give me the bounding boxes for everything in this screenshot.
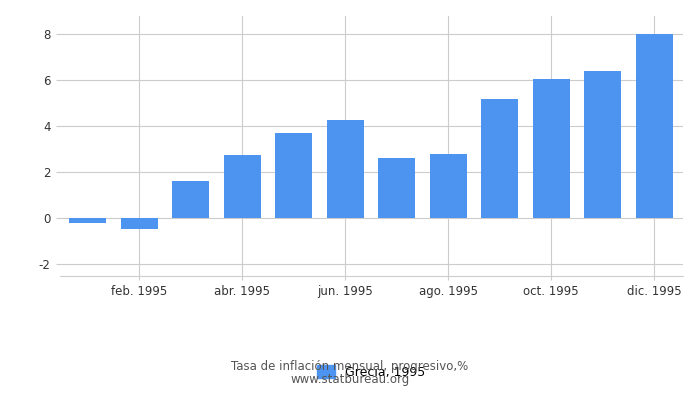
Bar xyxy=(378,158,415,218)
Bar xyxy=(636,34,673,218)
Bar xyxy=(327,120,364,218)
Bar xyxy=(172,181,209,218)
Bar xyxy=(69,218,106,223)
Bar xyxy=(275,133,312,218)
Legend: Grecia, 1995: Grecia, 1995 xyxy=(316,365,426,379)
Bar xyxy=(430,154,467,218)
Text: Tasa de inflación mensual, progresivo,%: Tasa de inflación mensual, progresivo,% xyxy=(232,360,468,373)
Bar xyxy=(533,79,570,218)
Bar xyxy=(121,218,158,229)
Bar xyxy=(481,99,518,218)
Text: www.statbureau.org: www.statbureau.org xyxy=(290,373,410,386)
Bar xyxy=(584,71,621,218)
Bar xyxy=(224,155,261,218)
